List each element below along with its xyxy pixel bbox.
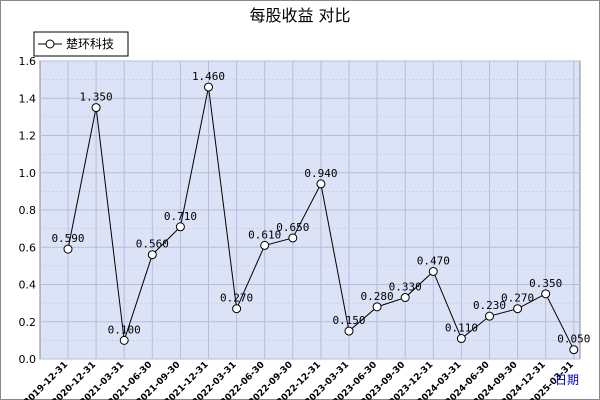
y-tick-label: 0.8 (19, 204, 37, 217)
data-point (91, 103, 101, 113)
data-label: 0.560 (136, 238, 169, 251)
y-tick-label: 1.0 (19, 167, 37, 180)
data-point (288, 233, 298, 243)
data-point (63, 244, 73, 254)
y-tick-label: 1.2 (19, 130, 37, 143)
y-tick-label: 0.2 (19, 316, 37, 329)
data-label: 0.940 (304, 167, 337, 180)
data-label: 0.650 (276, 221, 309, 234)
data-point (316, 179, 326, 189)
data-point (344, 326, 354, 336)
data-point (147, 250, 157, 260)
data-point (119, 335, 129, 345)
data-label: 1.350 (80, 91, 113, 104)
data-point (204, 82, 213, 92)
data-point (513, 304, 523, 314)
data-label: 0.470 (417, 254, 450, 267)
data-label: 0.270 (220, 292, 253, 305)
data-point (541, 289, 551, 299)
legend-marker (45, 39, 55, 49)
data-label: 0.590 (51, 232, 84, 245)
data-point (372, 302, 382, 312)
data-label: 1.460 (192, 70, 225, 83)
y-axis-ticks: 0.0 0.2 0.4 0.6 0.8 1.0 1.2 1.4 1.6 (19, 55, 37, 366)
data-label: 0.610 (248, 228, 281, 241)
legend: 楚环科技 (33, 31, 129, 57)
data-point (428, 266, 438, 276)
data-point (400, 293, 410, 303)
data-label: 0.230 (473, 299, 506, 312)
series-layer (63, 82, 579, 355)
y-tick-label: 1.6 (19, 55, 37, 68)
chart-title: 每股收益 对比 (249, 6, 350, 25)
legend-label: 楚环科技 (66, 37, 114, 51)
data-point (232, 304, 242, 314)
data-label: 0.710 (164, 210, 197, 223)
y-tick-label: 0.6 (19, 241, 37, 254)
data-label: 0.150 (332, 314, 365, 327)
data-label: 0.280 (361, 290, 394, 303)
data-labels: 0.590 1.350 0.100 0.560 0.710 1.460 0.270 0.610… (51, 70, 590, 346)
data-point (456, 334, 466, 344)
y-tick-label: 0.0 (19, 353, 37, 366)
data-point (569, 345, 579, 355)
y-tick-label: 1.4 (19, 92, 37, 105)
data-point (260, 240, 270, 250)
grid-lines (40, 60, 580, 360)
y-tick-label: 0.4 (19, 279, 37, 292)
x-axis-label: 日期 (555, 373, 579, 387)
data-label: 0.350 (529, 277, 562, 290)
data-point (485, 311, 494, 321)
data-label: 0.100 (108, 323, 141, 336)
data-label: 0.330 (389, 281, 422, 294)
data-label: 0.050 (557, 333, 590, 346)
data-point (175, 222, 185, 232)
data-label: 0.110 (445, 322, 478, 335)
data-label: 0.270 (501, 292, 534, 305)
